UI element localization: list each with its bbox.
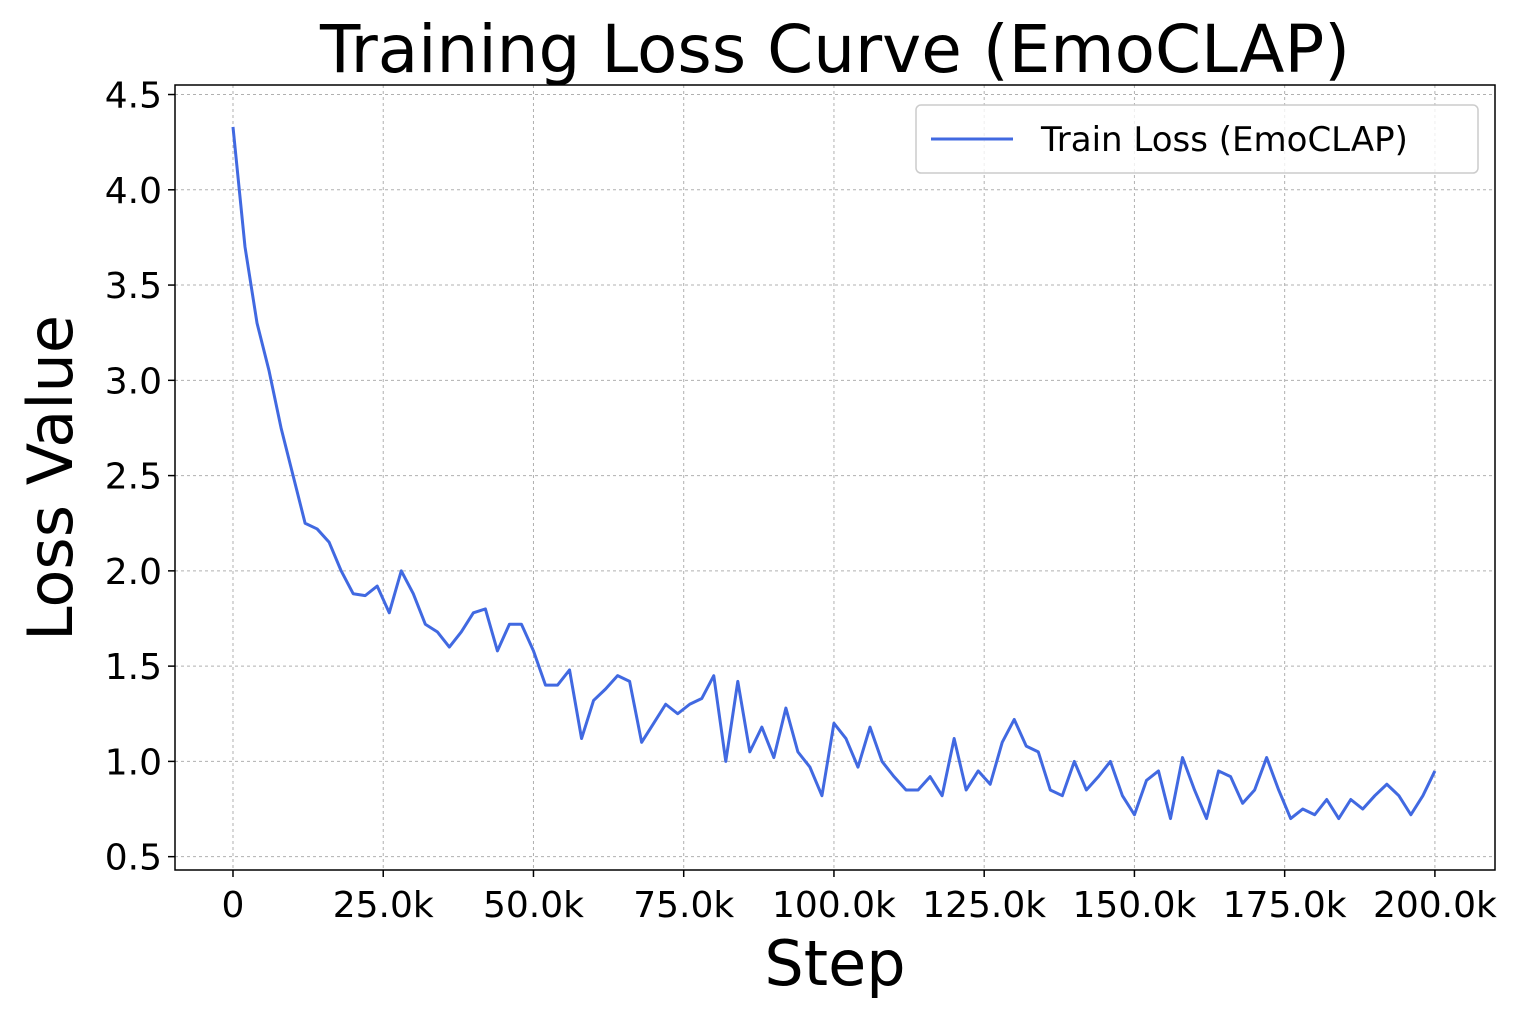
x-tick-label: 200.0k <box>1373 885 1497 926</box>
x-tick-label: 150.0k <box>1072 885 1196 926</box>
y-tick-label: 3.0 <box>105 361 162 402</box>
x-tick-label: 75.0k <box>633 885 734 926</box>
y-tick-label: 3.5 <box>105 266 162 307</box>
x-tick-label: 0 <box>222 885 245 926</box>
line-series <box>231 126 1437 821</box>
y-tick-label: 4.5 <box>105 76 162 117</box>
y-tick-label: 2.0 <box>105 552 162 593</box>
x-tick-label: 125.0k <box>922 885 1046 926</box>
x-tick-label: 175.0k <box>1223 885 1347 926</box>
legend-label: Train Loss (EmoCLAP) <box>1040 120 1408 160</box>
chart-title: Training Loss Curve (EmoCLAP) <box>319 11 1350 88</box>
x-tick-label: 25.0k <box>333 885 434 926</box>
x-axis-label: Step <box>764 927 905 1000</box>
y-axis-label: Loss Value <box>14 315 87 641</box>
legend: Train Loss (EmoCLAP) <box>915 104 1479 174</box>
x-tick-label: 50.0k <box>483 885 584 926</box>
y-tick-label: 2.5 <box>105 457 162 498</box>
y-tick-label: 0.5 <box>105 838 162 879</box>
plot-frame <box>174 84 1496 871</box>
legend-box <box>915 104 1479 174</box>
y-tick-label: 1.5 <box>105 647 162 688</box>
x-tick-label: 100.0k <box>772 885 896 926</box>
y-tick-label: 1.0 <box>105 742 162 783</box>
y-tick-label: 4.0 <box>105 171 162 212</box>
